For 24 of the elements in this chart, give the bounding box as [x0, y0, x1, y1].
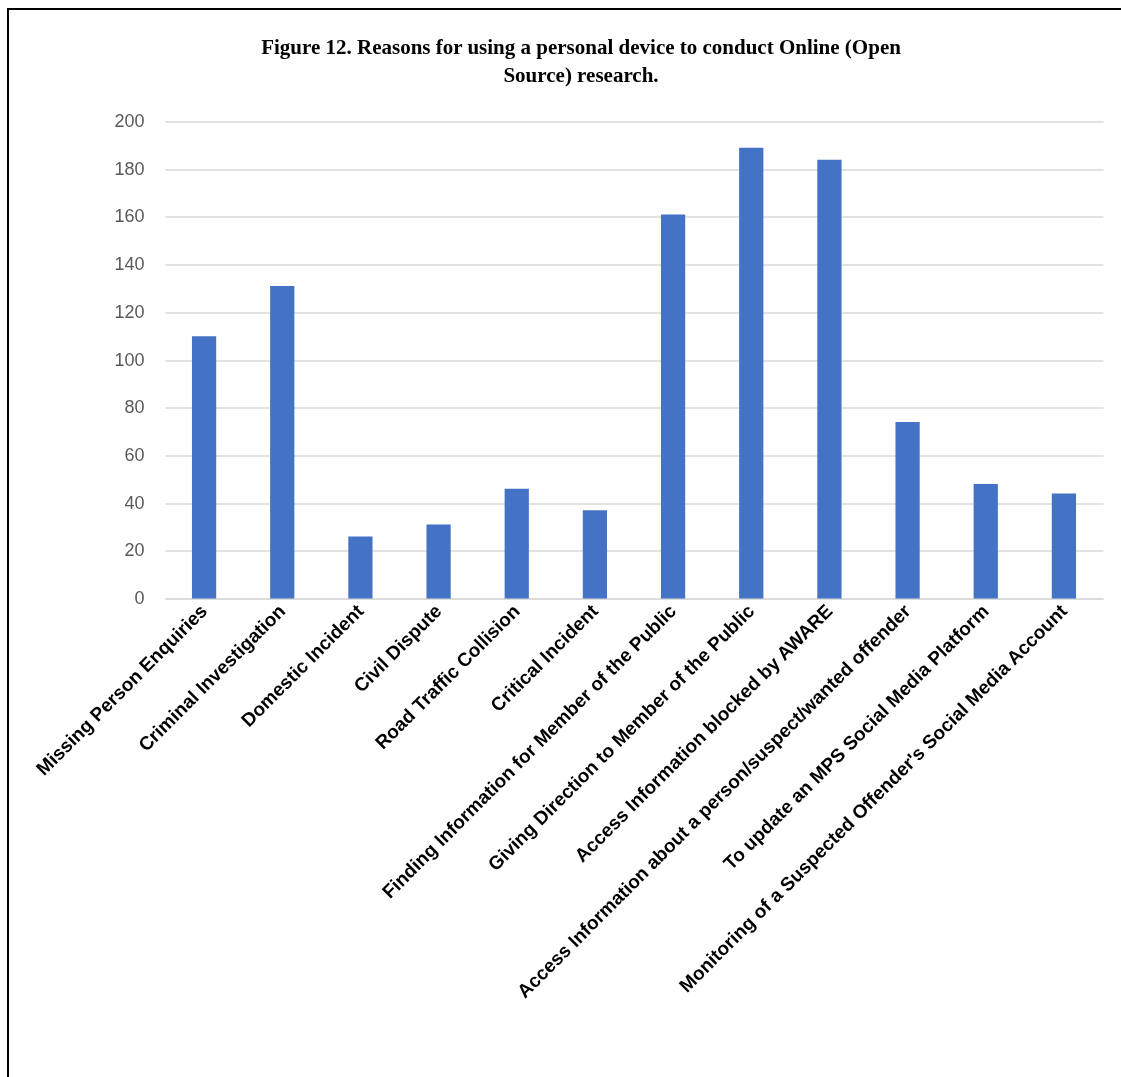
bar	[270, 286, 295, 599]
y-tick-label: 0	[134, 588, 145, 608]
bar	[191, 336, 217, 599]
y-tick-label: 180	[114, 158, 145, 179]
bar	[582, 510, 608, 599]
y-tick-label: 40	[124, 492, 145, 513]
y-tick-label: 160	[114, 206, 145, 227]
y-tick-label: 20	[124, 540, 145, 561]
y-tick-label: 200	[114, 111, 145, 131]
bar	[739, 147, 764, 599]
bar	[660, 214, 686, 599]
bar	[348, 536, 373, 599]
chart-title: Figure 12. Reasons for using a personal device to conduct Online (Open Source) research.	[261, 34, 902, 87]
y-tick-label: 100	[114, 349, 145, 370]
bar	[817, 159, 842, 599]
y-tick-label: 60	[124, 444, 145, 465]
bar	[973, 484, 998, 599]
y-tick-label: 120	[114, 301, 145, 322]
bar	[426, 524, 451, 599]
y-tick-label: 140	[114, 254, 145, 275]
bar	[895, 422, 920, 599]
y-tick-label: 80	[124, 397, 145, 418]
bar	[1051, 493, 1077, 599]
bar	[504, 488, 529, 599]
